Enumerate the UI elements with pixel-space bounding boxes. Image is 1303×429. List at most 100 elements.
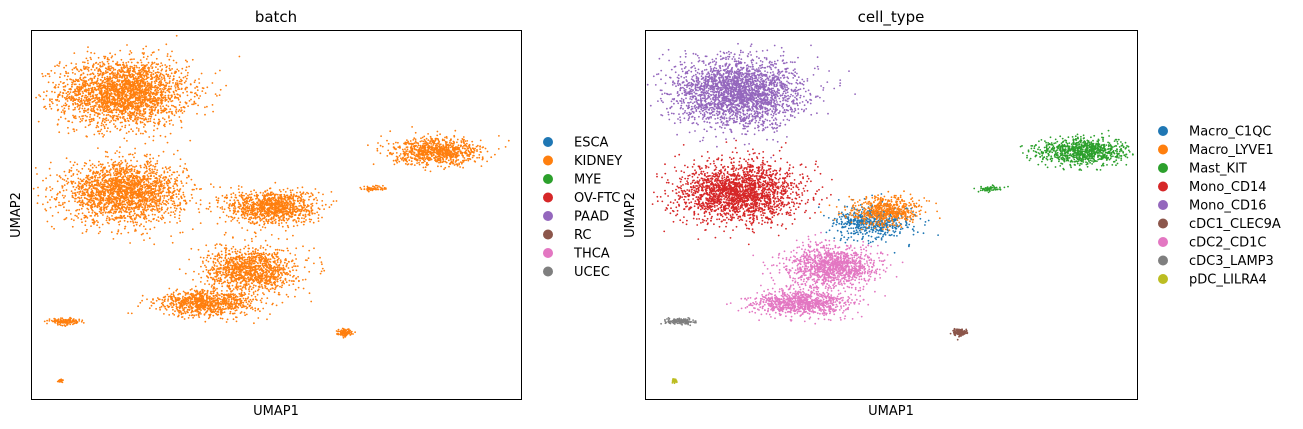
scatter-point	[67, 94, 69, 96]
scatter-point	[63, 82, 65, 84]
scatter-point	[171, 51, 173, 53]
scatter-point	[206, 86, 208, 88]
scatter-point	[113, 205, 115, 207]
scatter-point	[69, 98, 71, 100]
scatter-point	[57, 96, 59, 98]
scatter-point	[103, 63, 105, 65]
scatter-point	[153, 119, 155, 121]
scatter-point	[85, 89, 87, 91]
scatter-point	[176, 185, 178, 187]
scatter-point	[165, 43, 167, 45]
scatter-point	[146, 233, 148, 235]
scatter-point	[145, 46, 147, 48]
scatter-point	[75, 83, 77, 85]
scatter-point	[78, 171, 80, 173]
scatter-point	[86, 208, 88, 210]
scatter-point	[160, 62, 162, 64]
scatter-point	[126, 196, 128, 198]
scatter-point	[102, 120, 104, 122]
scatter-point	[106, 220, 108, 222]
scatter-point	[74, 189, 76, 191]
scatter-point	[72, 197, 74, 199]
scatter-point	[155, 85, 157, 87]
scatter-point	[138, 113, 140, 115]
scatter-point	[147, 205, 149, 207]
scatter-point	[84, 215, 86, 217]
scatter-point	[74, 117, 76, 119]
scatter-point	[162, 190, 164, 192]
scatter-point	[81, 197, 83, 199]
scatter-point	[155, 196, 157, 198]
scatter-point	[93, 84, 95, 86]
scatter-point	[49, 104, 51, 106]
scatter-point	[166, 73, 168, 75]
scatter-point	[119, 198, 121, 200]
scatter-point	[126, 205, 128, 207]
scatter-point	[199, 95, 201, 97]
scatter-point	[35, 97, 37, 99]
scatter-point	[60, 205, 62, 207]
scatter-point	[96, 190, 98, 192]
scatter-point	[145, 183, 147, 185]
scatter-point	[176, 62, 178, 64]
scatter-point	[103, 82, 105, 84]
scatter-point	[147, 71, 149, 73]
scatter-point	[92, 91, 94, 93]
scatter-point	[150, 54, 152, 56]
scatter-point	[140, 118, 142, 120]
scatter-point	[114, 180, 116, 182]
scatter-point	[83, 192, 85, 194]
scatter-point	[49, 76, 51, 78]
scatter-point	[82, 118, 84, 120]
scatter-point	[181, 88, 183, 90]
scatter-point	[191, 104, 193, 106]
scatter-point	[153, 103, 155, 105]
scatter-point	[146, 218, 148, 220]
scatter-point	[99, 130, 101, 132]
scatter-point	[163, 185, 165, 187]
scatter-point	[143, 76, 145, 78]
scatter-point	[91, 194, 93, 196]
scatter-point	[104, 192, 106, 194]
scatter-point	[181, 182, 183, 184]
scatter-points	[33, 35, 510, 383]
scatter-point	[62, 96, 64, 98]
scatter-point	[59, 94, 61, 96]
scatter-point	[166, 90, 168, 92]
scatter-point	[84, 97, 86, 99]
scatter-point	[174, 72, 176, 74]
scatter-point	[94, 112, 96, 114]
scatter-point	[121, 167, 123, 169]
scatter-point	[143, 99, 145, 101]
scatter-point	[85, 126, 87, 128]
scatter-point	[148, 118, 150, 120]
scatter-point	[182, 112, 184, 114]
scatter-point	[102, 94, 104, 96]
scatter-point	[127, 232, 129, 234]
scatter-point	[107, 67, 109, 69]
scatter-point	[87, 179, 89, 181]
scatter-point	[72, 186, 74, 188]
scatter-point	[90, 165, 92, 167]
scatter-point	[65, 175, 67, 177]
scatter-point	[128, 209, 130, 211]
scatter-point	[123, 181, 125, 183]
scatter-point	[111, 81, 113, 83]
scatter-point	[112, 164, 114, 166]
scatter-point	[37, 195, 39, 197]
scatter-point	[103, 73, 105, 75]
scatter-point	[144, 178, 146, 180]
scatter-point	[152, 208, 154, 210]
scatter-point	[76, 163, 78, 165]
scatter-point	[94, 87, 96, 89]
scatter-point	[124, 220, 126, 222]
scatter-point	[76, 209, 78, 211]
scatter-point	[121, 212, 123, 214]
scatter-point	[120, 233, 122, 235]
scatter-point	[163, 89, 165, 91]
scatter-point	[172, 197, 174, 199]
scatter-point	[158, 185, 160, 187]
scatter-point	[126, 192, 128, 194]
scatter-point	[52, 82, 54, 84]
scatter-point	[159, 121, 161, 123]
